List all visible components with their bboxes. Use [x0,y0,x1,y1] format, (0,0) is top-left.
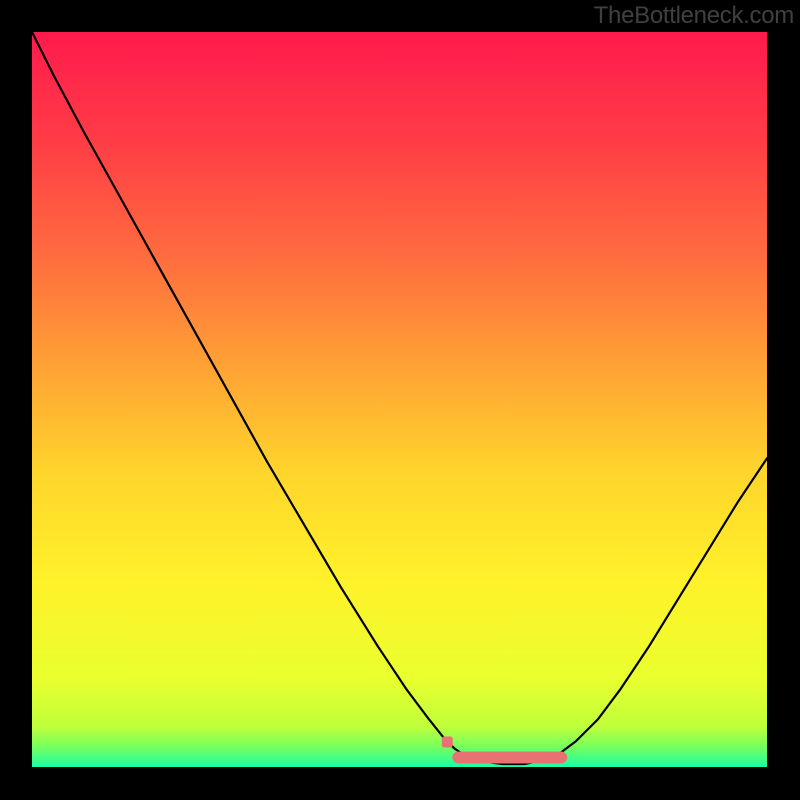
watermark-text: TheBottleneck.com [594,2,794,30]
chart-gradient-bg [32,32,767,767]
bottleneck-chart [32,32,767,767]
chart-svg [32,32,767,767]
current-config-marker [442,737,453,748]
